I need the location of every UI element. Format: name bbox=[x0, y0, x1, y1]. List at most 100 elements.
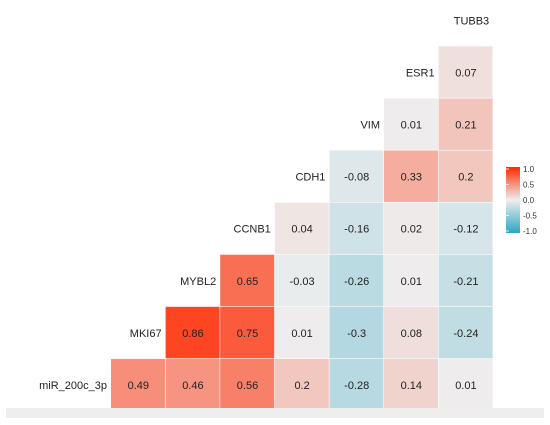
heatmap-cell-value: 0.14 bbox=[401, 380, 422, 392]
heatmap-cell-value: -0.26 bbox=[344, 276, 369, 288]
color-legend: 1.0 0.5 0.0 -0.5 -1.0 bbox=[506, 165, 537, 236]
heatmap-cell: 0.2 bbox=[438, 150, 493, 202]
heatmap-cell-rect bbox=[274, 306, 329, 359]
heatmap-cell: 0.49 bbox=[111, 358, 165, 411]
heatmap-cell-value: 0.07 bbox=[455, 67, 476, 79]
heatmap-cell: 0.14 bbox=[384, 358, 438, 411]
heatmap-cell: -0.21 bbox=[438, 254, 493, 307]
heatmap-cell-rect bbox=[438, 150, 493, 202]
heatmap-cell: 0.08 bbox=[384, 306, 438, 359]
heatmap-cell-value: 0.01 bbox=[291, 328, 312, 340]
row-label: MKI67 bbox=[130, 328, 162, 340]
heatmap-cell: 0.75 bbox=[220, 306, 275, 359]
legend-tick-label: 1.0 bbox=[523, 165, 535, 174]
heatmap-cell-value: 0.75 bbox=[237, 328, 258, 340]
heatmap-cell: -0.24 bbox=[438, 306, 493, 359]
heatmap-cell-rect bbox=[111, 358, 165, 411]
heatmap-cell-value: 0.65 bbox=[237, 276, 258, 288]
heatmap-cell-rect bbox=[329, 306, 384, 359]
heatmap-cell-rect bbox=[329, 358, 384, 411]
legend-tick-label: -1.0 bbox=[523, 227, 537, 236]
heatmap-cell: -0.16 bbox=[329, 202, 384, 255]
row-label: MYBL2 bbox=[180, 276, 216, 288]
legend-tick-label: 0.5 bbox=[523, 181, 535, 190]
heatmap-cell-rect bbox=[384, 202, 438, 255]
heatmap-cell-value: 0.08 bbox=[401, 328, 422, 340]
heatmap-cell: 0.01 bbox=[438, 358, 493, 411]
row-label: CCNB1 bbox=[234, 224, 271, 236]
heatmap-cell-rect bbox=[329, 254, 384, 307]
heatmap-cell-rect bbox=[329, 150, 384, 202]
heatmap-cell-rect bbox=[220, 306, 275, 359]
heatmap-cell: -0.28 bbox=[329, 358, 384, 411]
heatmap-cell: -0.3 bbox=[329, 306, 384, 359]
row-label: ESR1 bbox=[406, 67, 435, 79]
legend-tick-label: 0.0 bbox=[523, 196, 535, 205]
heatmap-cell-rect bbox=[274, 358, 329, 411]
heatmap-cell: -0.12 bbox=[438, 202, 493, 255]
heatmap-cell-rect bbox=[165, 358, 220, 411]
row-label: miR_200c_3p bbox=[39, 380, 107, 392]
heatmap-cell-value: -0.12 bbox=[453, 224, 478, 236]
heatmap-cell-rect bbox=[220, 358, 275, 411]
heatmap-cell-rect bbox=[384, 98, 438, 150]
heatmap-cell: 0.86 bbox=[165, 306, 220, 359]
heatmap-cell: 0.2 bbox=[274, 358, 329, 411]
heatmap-cell-value: -0.3 bbox=[347, 328, 366, 340]
heatmap-cell-rect bbox=[274, 202, 329, 255]
heatmap-cell-rect bbox=[220, 254, 275, 307]
heatmap-cell: 0.02 bbox=[384, 202, 438, 255]
heatmap-cell-rect bbox=[438, 98, 493, 150]
heatmap-cell-rect bbox=[384, 306, 438, 359]
heatmap-cell: 0.46 bbox=[165, 358, 220, 411]
row-label: VIM bbox=[360, 119, 380, 131]
heatmap-cell-value: 0.49 bbox=[128, 380, 149, 392]
heatmap-cell-value: -0.08 bbox=[344, 172, 369, 184]
heatmap-cell: 0.65 bbox=[220, 254, 275, 307]
bottom-scroll-strip bbox=[6, 408, 544, 418]
heatmap-cell-rect bbox=[438, 202, 493, 255]
heatmap-cell-value: 0.33 bbox=[401, 172, 422, 184]
heatmap-cell-rect bbox=[165, 306, 220, 359]
heatmap-cell-rect bbox=[274, 254, 329, 307]
heatmap-cell-value: -0.21 bbox=[453, 276, 478, 288]
heatmap-cell-value: -0.24 bbox=[453, 328, 478, 340]
heatmap-cell: 0.01 bbox=[384, 254, 438, 307]
heatmap-cell-value: 0.56 bbox=[237, 380, 258, 392]
heatmap-cell: 0.07 bbox=[438, 46, 493, 98]
heatmap-cell-value: -0.28 bbox=[344, 380, 369, 392]
heatmap-cell-value: 0.04 bbox=[291, 224, 312, 236]
heatmap-cell: 0.56 bbox=[220, 358, 275, 411]
heatmap-cells: 0.49 0.46 0.56 0.2 -0.28 0.14 0.01 0.86 0.75 0.01… bbox=[111, 46, 493, 411]
heatmap-cell-value: 0.01 bbox=[455, 380, 476, 392]
heatmap-cell-value: 0.46 bbox=[182, 380, 203, 392]
heatmap-cell: 0.04 bbox=[274, 202, 329, 255]
heatmap-cell: -0.08 bbox=[329, 150, 384, 202]
row-label: TUBB3 bbox=[454, 15, 489, 27]
heatmap-cell-rect bbox=[384, 150, 438, 202]
heatmap-cell-value: 0.2 bbox=[458, 172, 473, 184]
heatmap-cell-value: 0.01 bbox=[401, 119, 422, 131]
heatmap-cell-rect bbox=[384, 254, 438, 307]
heatmap-cell-value: 0.02 bbox=[401, 224, 422, 236]
heatmap-cell: 0.33 bbox=[384, 150, 438, 202]
heatmap-cell: 0.01 bbox=[274, 306, 329, 359]
heatmap-cell-rect bbox=[438, 306, 493, 359]
heatmap-cell-rect bbox=[438, 358, 493, 411]
heatmap-cell-value: 0.21 bbox=[455, 119, 476, 131]
heatmap-cell-value: 0.86 bbox=[182, 328, 203, 340]
heatmap-cell: -0.03 bbox=[274, 254, 329, 307]
legend-tick-label: -0.5 bbox=[523, 212, 537, 221]
heatmap-cell-value: 0.01 bbox=[401, 276, 422, 288]
heatmap-cell: -0.26 bbox=[329, 254, 384, 307]
heatmap-cell-rect bbox=[384, 358, 438, 411]
heatmap-cell: 0.21 bbox=[438, 98, 493, 150]
row-label: CDH1 bbox=[295, 172, 325, 184]
heatmap-cell-rect bbox=[438, 254, 493, 307]
heatmap-cell-value: -0.16 bbox=[344, 224, 369, 236]
legend-color-bar bbox=[506, 167, 520, 233]
heatmap-cell: 0.01 bbox=[384, 98, 438, 150]
row-labels: miR_200c_3p MKI67 MYBL2 CCNB1 CDH1 VIM ESR1 TUB… bbox=[39, 15, 489, 392]
heatmap-cell-rect bbox=[438, 46, 493, 98]
